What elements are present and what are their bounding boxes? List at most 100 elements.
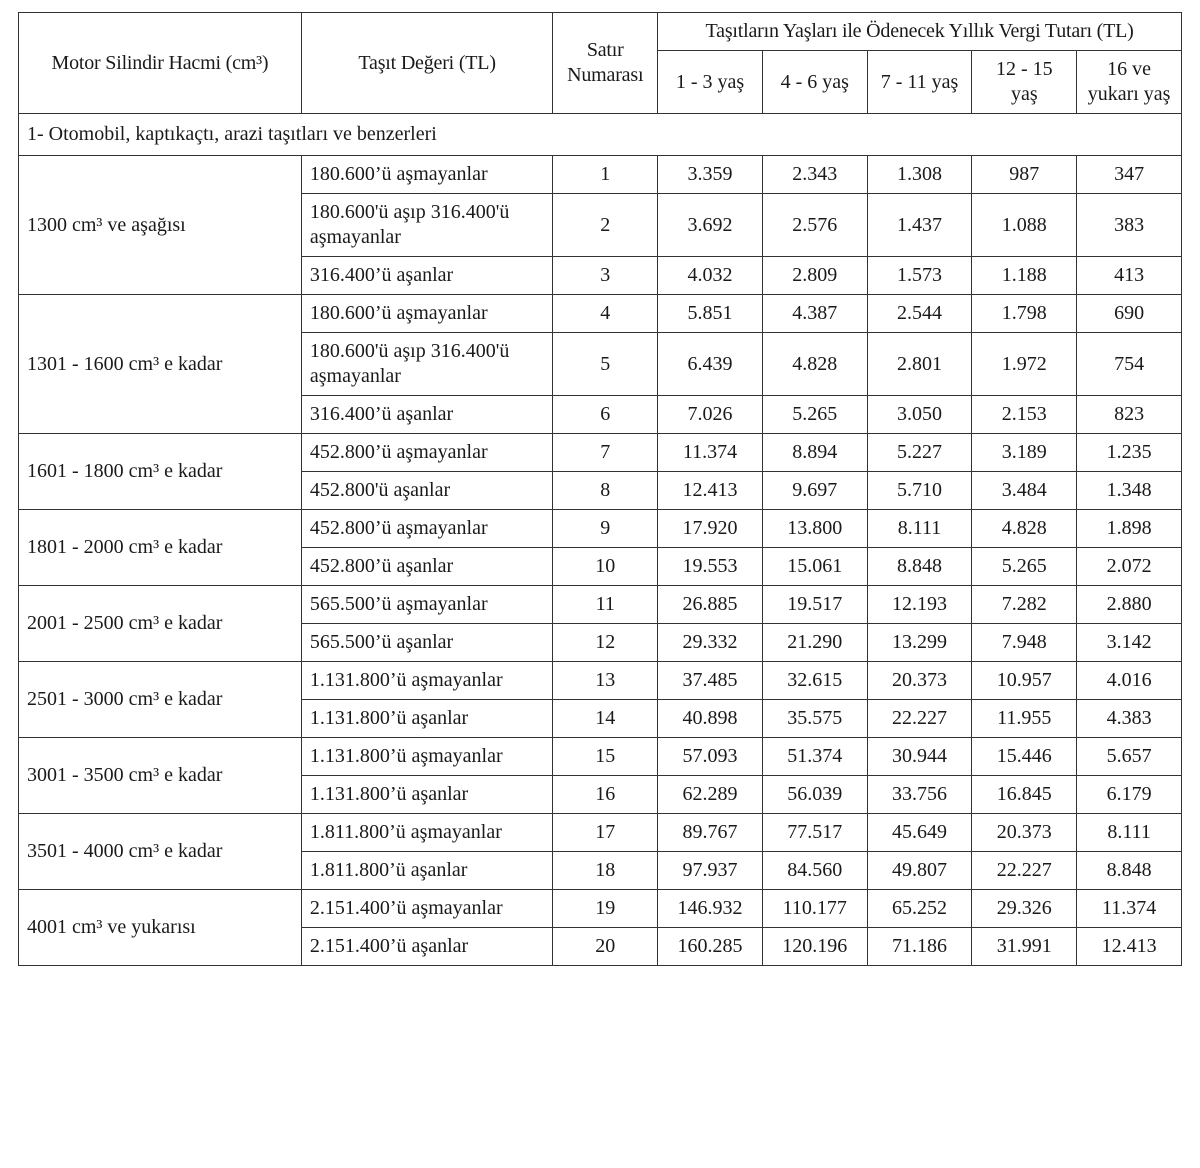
age-value-cell: 4.828 [762, 333, 867, 396]
age-value-cell: 89.767 [658, 814, 763, 852]
age-value-cell: 754 [1077, 333, 1182, 396]
value-cell: 2.151.400’ü aşmayanlar [301, 890, 552, 928]
age-value-cell: 2.801 [867, 333, 972, 396]
age-value-cell: 3.359 [658, 156, 763, 194]
engine-cell: 2501 - 3000 cm³ e kadar [19, 662, 302, 738]
age-value-cell: 4.032 [658, 257, 763, 295]
age-value-cell: 1.348 [1077, 472, 1182, 510]
col-header-row-no: Satır Numarası [553, 13, 658, 114]
age-value-cell: 12.413 [1077, 928, 1182, 966]
age-value-cell: 62.289 [658, 776, 763, 814]
row-number-cell: 6 [553, 396, 658, 434]
row-number-cell: 5 [553, 333, 658, 396]
age-value-cell: 2.809 [762, 257, 867, 295]
age-value-cell: 84.560 [762, 852, 867, 890]
value-cell: 1.811.800’ü aşmayanlar [301, 814, 552, 852]
value-cell: 452.800'ü aşanlar [301, 472, 552, 510]
age-value-cell: 7.026 [658, 396, 763, 434]
age-value-cell: 20.373 [972, 814, 1077, 852]
age-value-cell: 6.179 [1077, 776, 1182, 814]
age-value-cell: 35.575 [762, 700, 867, 738]
value-cell: 565.500’ü aşanlar [301, 624, 552, 662]
age-value-cell: 8.894 [762, 434, 867, 472]
age-value-cell: 823 [1077, 396, 1182, 434]
age-value-cell: 37.485 [658, 662, 763, 700]
row-number-cell: 2 [553, 194, 658, 257]
age-value-cell: 1.798 [972, 295, 1077, 333]
age-value-cell: 49.807 [867, 852, 972, 890]
value-cell: 316.400’ü aşanlar [301, 257, 552, 295]
age-value-cell: 5.851 [658, 295, 763, 333]
age-value-cell: 1.573 [867, 257, 972, 295]
age-value-cell: 22.227 [867, 700, 972, 738]
age-value-cell: 1.308 [867, 156, 972, 194]
age-value-cell: 20.373 [867, 662, 972, 700]
age-value-cell: 51.374 [762, 738, 867, 776]
age-value-cell: 8.848 [1077, 852, 1182, 890]
age-value-cell: 71.186 [867, 928, 972, 966]
table-header: Motor Silindir Hacmi (cm³) Taşıt Değeri … [19, 13, 1182, 114]
age-value-cell: 32.615 [762, 662, 867, 700]
age-value-cell: 19.517 [762, 586, 867, 624]
age-value-cell: 26.885 [658, 586, 763, 624]
section-title: 1- Otomobil, kaptıkaçtı, arazi taşıtları… [19, 114, 1182, 156]
age-value-cell: 413 [1077, 257, 1182, 295]
age-value-cell: 8.848 [867, 548, 972, 586]
age-value-cell: 31.991 [972, 928, 1077, 966]
table-body: 1- Otomobil, kaptıkaçtı, arazi taşıtları… [19, 114, 1182, 966]
age-value-cell: 2.544 [867, 295, 972, 333]
value-cell: 316.400’ü aşanlar [301, 396, 552, 434]
table-row: 2001 - 2500 cm³ e kadar565.500’ü aşmayan… [19, 586, 1182, 624]
age-value-cell: 40.898 [658, 700, 763, 738]
value-cell: 1.131.800’ü aşmayanlar [301, 662, 552, 700]
age-value-cell: 1.235 [1077, 434, 1182, 472]
age-value-cell: 120.196 [762, 928, 867, 966]
engine-cell: 1801 - 2000 cm³ e kadar [19, 510, 302, 586]
value-cell: 1.131.800’ü aşanlar [301, 776, 552, 814]
engine-cell: 1300 cm³ ve aşağısı [19, 156, 302, 295]
value-cell: 180.600’ü aşmayanlar [301, 295, 552, 333]
age-value-cell: 2.880 [1077, 586, 1182, 624]
col-header-age-12-15: 12 - 15 yaş [972, 51, 1077, 114]
age-value-cell: 97.937 [658, 852, 763, 890]
age-value-cell: 2.343 [762, 156, 867, 194]
age-value-cell: 5.657 [1077, 738, 1182, 776]
age-value-cell: 56.039 [762, 776, 867, 814]
table-row: 3001 - 3500 cm³ e kadar1.131.800’ü aşmay… [19, 738, 1182, 776]
age-value-cell: 30.944 [867, 738, 972, 776]
age-value-cell: 4.016 [1077, 662, 1182, 700]
age-value-cell: 21.290 [762, 624, 867, 662]
engine-cell: 3501 - 4000 cm³ e kadar [19, 814, 302, 890]
age-value-cell: 15.061 [762, 548, 867, 586]
age-value-cell: 2.072 [1077, 548, 1182, 586]
age-value-cell: 16.845 [972, 776, 1077, 814]
col-header-age-group: Taşıtların Yaşları ile Ödenecek Yıllık V… [658, 13, 1182, 51]
row-number-cell: 20 [553, 928, 658, 966]
age-value-cell: 160.285 [658, 928, 763, 966]
age-value-cell: 17.920 [658, 510, 763, 548]
age-value-cell: 8.111 [867, 510, 972, 548]
row-number-cell: 4 [553, 295, 658, 333]
table-row: 2501 - 3000 cm³ e kadar1.131.800’ü aşmay… [19, 662, 1182, 700]
age-value-cell: 57.093 [658, 738, 763, 776]
vehicle-tax-table: Motor Silindir Hacmi (cm³) Taşıt Değeri … [18, 12, 1182, 966]
age-value-cell: 1.188 [972, 257, 1077, 295]
age-value-cell: 4.383 [1077, 700, 1182, 738]
age-value-cell: 15.446 [972, 738, 1077, 776]
row-number-cell: 10 [553, 548, 658, 586]
value-cell: 565.500’ü aşmayanlar [301, 586, 552, 624]
age-value-cell: 5.710 [867, 472, 972, 510]
age-value-cell: 19.553 [658, 548, 763, 586]
col-header-engine: Motor Silindir Hacmi (cm³) [19, 13, 302, 114]
age-value-cell: 5.227 [867, 434, 972, 472]
value-cell: 452.800’ü aşanlar [301, 548, 552, 586]
age-value-cell: 7.948 [972, 624, 1077, 662]
age-value-cell: 4.828 [972, 510, 1077, 548]
value-cell: 1.131.800’ü aşmayanlar [301, 738, 552, 776]
engine-cell: 4001 cm³ ve yukarısı [19, 890, 302, 966]
age-value-cell: 3.142 [1077, 624, 1182, 662]
value-cell: 452.800’ü aşmayanlar [301, 434, 552, 472]
engine-cell: 3001 - 3500 cm³ e kadar [19, 738, 302, 814]
engine-cell: 1601 - 1800 cm³ e kadar [19, 434, 302, 510]
age-value-cell: 33.756 [867, 776, 972, 814]
